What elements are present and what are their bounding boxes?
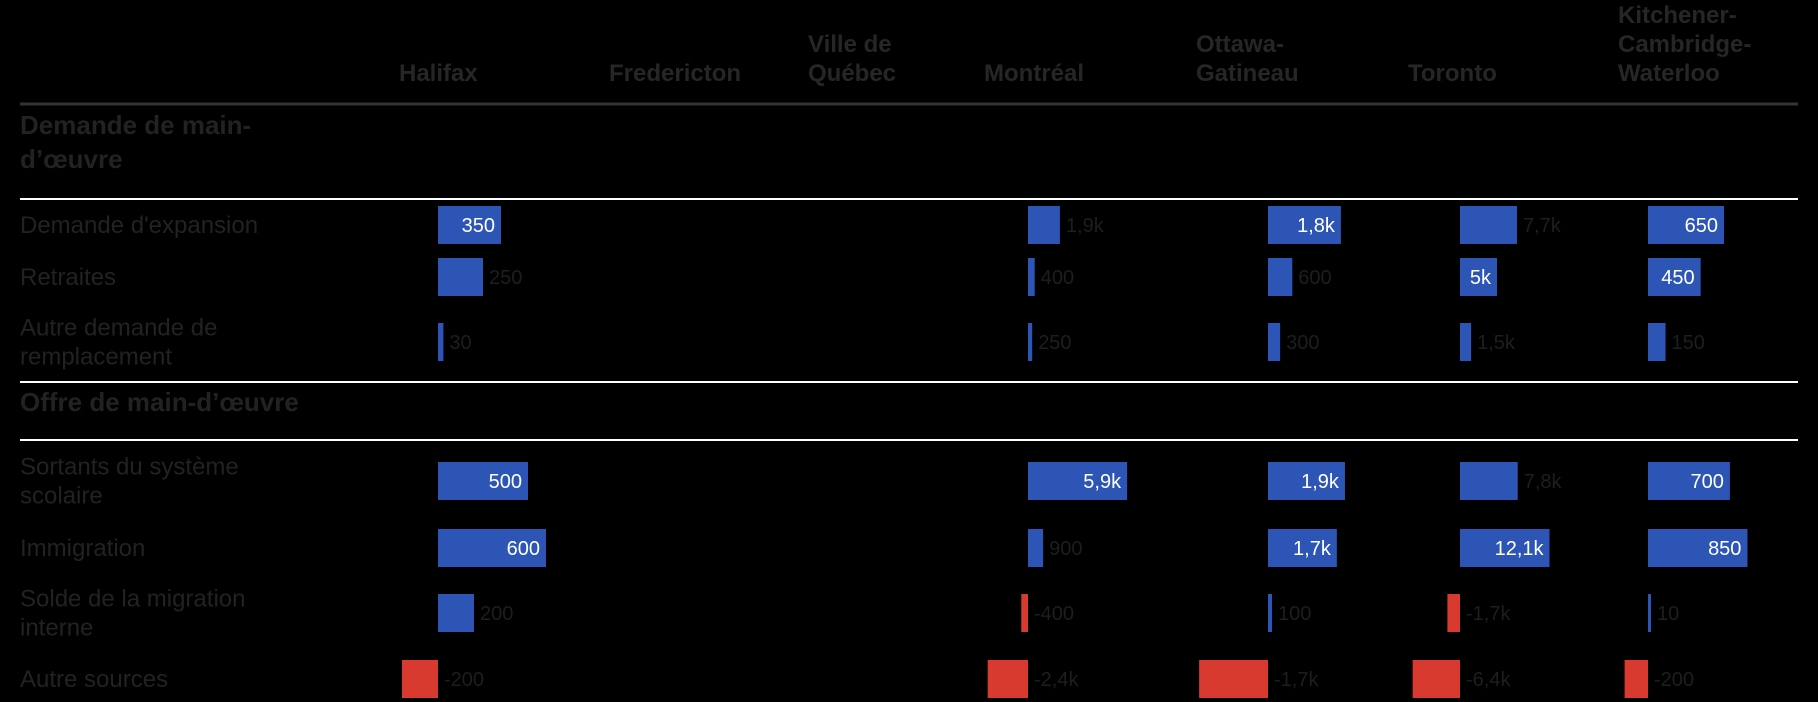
bar-immigration-kitchener-cambridge-waterloo [1648,529,1748,567]
row-label: Solde de la migration interne [20,586,245,642]
bar-autre-demande-de-remplacement-ottawa-gatineau [1268,323,1281,361]
section-title: Offre de main-d’œuvre [20,387,299,417]
column-header-kitchener-cambridge-waterloo: Kitchener-Cambridge-Waterloo [1618,2,1751,87]
value-label: -1,7k [1274,669,1319,691]
table-row-autre-sources: Autre sources -200 -2,4k -1,7k -6,4k -200 [20,660,1694,698]
bar-sortants-du-systeme-scolaire-halifax [438,462,528,500]
bar-demande-d-expansion-montreal [1028,206,1060,244]
value-label: 350 [462,215,495,237]
value-label: 450 [1661,267,1694,289]
value-label: 30 [449,332,471,354]
value-label: 600 [1298,267,1331,289]
value-label: -400 [1034,603,1074,625]
column-header-toronto: Toronto [1408,60,1497,87]
bar-retraites-kitchener-cambridge-waterloo [1648,258,1701,296]
bar-sortants-du-systeme-scolaire-montreal [1028,462,1128,500]
value-label: 100 [1278,603,1311,625]
section-title: Demande de main-d’œuvre [20,110,251,174]
bar-autre-demande-de-remplacement-montreal [1028,323,1033,361]
value-label: 1,5k [1477,332,1516,354]
bar-solde-de-la-migration-interne-kitchener-cambridge-waterloo [1648,594,1651,632]
table-row-sortants-du-systeme-scolaire: Sortants du système scolaire 500 5,9k 1,9k 7,… [20,454,1730,510]
value-label: 850 [1708,538,1741,560]
bar-autre-demande-de-remplacement-kitchener-cambridge-waterloo [1648,323,1666,361]
value-label: 900 [1049,538,1082,560]
value-label: 500 [489,471,522,493]
value-label: 650 [1685,215,1718,237]
value-label: 250 [1038,332,1071,354]
value-label: 12,1k [1495,538,1545,560]
value-label: 1,9k [1301,471,1340,493]
value-label: 10 [1657,603,1679,625]
column-header-montreal: Montréal [984,60,1084,87]
column-header-fredericton: Fredericton [609,60,741,87]
bar-autre-sources-toronto [1412,660,1460,698]
table-row-autre-demande-de-remplacement: Autre demande de remplacement 30 250 300 1,5k… [20,315,1705,371]
bar-demande-d-expansion-halifax [438,206,501,244]
column-header-ottawa-gatineau: Ottawa-Gatineau [1196,31,1299,87]
bar-immigration-montreal [1028,529,1044,567]
value-label: -200 [1654,669,1694,691]
bar-autre-demande-de-remplacement-toronto [1460,323,1472,361]
value-label: 1,7k [1293,538,1332,560]
bar-solde-de-la-migration-interne-halifax [438,594,474,632]
table-row-immigration: Immigration 600 900 1,7k 12,1k 850 [20,529,1748,567]
value-label: 5k [1470,267,1492,289]
bar-retraites-montreal [1028,258,1035,296]
bar-solde-de-la-migration-interne-montreal [1021,594,1028,632]
column-header-ville-de-quebec: Ville de Québec [808,31,896,87]
value-label: 150 [1672,332,1705,354]
bar-solde-de-la-migration-interne-ottawa-gatineau [1268,594,1273,632]
bar-demande-d-expansion-ottawa-gatineau [1268,206,1341,244]
value-label: -2,4k [1034,669,1079,691]
bar-immigration-halifax [438,529,546,567]
row-label: Autre demande de remplacement [20,315,217,371]
row-label: Demande d'expansion [20,212,258,239]
bar-sortants-du-systeme-scolaire-toronto [1460,462,1518,500]
bar-autre-sources-ottawa-gatineau [1199,660,1268,698]
table-row-retraites: Retraites 250 400 600 5k 450 [20,258,1701,296]
column-headers: Halifax Fredericton Ville de Québec Montréal… [399,2,1751,87]
section-offre-de-main-d-uvre: Offre de main-d’œuvre Sortants du système… [20,387,1798,698]
value-label: -200 [444,669,484,691]
bar-immigration-ottawa-gatineau [1268,529,1337,567]
bar-immigration-toronto [1460,529,1550,567]
value-label: 7,8k [1524,471,1563,493]
value-label: 5,9k [1083,471,1122,493]
value-label: 400 [1041,267,1074,289]
value-label: 1,9k [1066,215,1105,237]
value-label: 700 [1691,471,1724,493]
value-label: -1,7k [1466,603,1511,625]
value-label: 1,8k [1297,215,1336,237]
bar-demande-d-expansion-toronto [1460,206,1517,244]
row-label: Retraites [20,264,116,291]
value-label: 7,7k [1523,215,1562,237]
section-demande-de-main-d-uvre: Demande de main-d’œuvre Demande d'expansi… [20,110,1798,371]
bar-solde-de-la-migration-interne-toronto [1447,594,1460,632]
bar-sortants-du-systeme-scolaire-ottawa-gatineau [1268,462,1345,500]
value-label: 200 [480,603,513,625]
table-row-demande-d-expansion: Demande d'expansion 350 1,9k 1,8k 7,7k 650 [20,206,1725,244]
value-label: 600 [507,538,540,560]
value-label: 300 [1286,332,1319,354]
value-label: 250 [489,267,522,289]
bar-autre-sources-kitchener-cambridge-waterloo [1624,660,1648,698]
value-label: -6,4k [1466,669,1511,691]
table-body: Demande de main-d’œuvre Demande d'expansi… [20,110,1798,698]
bar-retraites-toronto [1460,258,1497,296]
row-label: Sortants du système scolaire [20,454,239,510]
bar-retraites-halifax [438,258,483,296]
bar-sortants-du-systeme-scolaire-kitchener-cambridge-waterloo [1648,462,1730,500]
bar-retraites-ottawa-gatineau [1268,258,1293,296]
row-label: Autre sources [20,666,168,693]
bar-autre-sources-halifax [402,660,438,698]
bar-demande-d-expansion-kitchener-cambridge-waterloo [1648,206,1725,244]
row-label: Immigration [20,535,145,562]
table-row-solde-de-la-migration-interne: Solde de la migration interne 200 -400 100 -1… [20,586,1679,642]
bar-autre-demande-de-remplacement-halifax [438,323,444,361]
column-header-halifax: Halifax [399,60,478,87]
bar-autre-sources-montreal [987,660,1028,698]
